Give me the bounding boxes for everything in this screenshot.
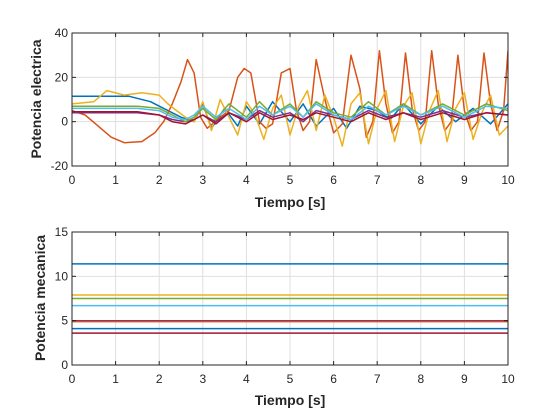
- series-line: [72, 89, 508, 147]
- electrical-power-plot: Potencia electrica Tiempo [s] 0 1 2 3 4 5 6 7 8 9…: [28, 26, 515, 210]
- y-tick-label: 0: [61, 115, 68, 129]
- y-tick-label: 40: [55, 26, 69, 40]
- x-axis-label: Tiempo [s]: [255, 392, 326, 408]
- y-tick-label: 20: [55, 70, 69, 84]
- x-tick-label: 0: [69, 372, 76, 386]
- mechanical-power-plot: Potencia mecanica Tiempo [s] 0 1 2 3 4 5 6 7 8 9 1…: [32, 225, 515, 408]
- x-tick-label: 9: [461, 173, 468, 187]
- y-tick-label: 0: [61, 358, 68, 372]
- x-tick-label: 10: [501, 372, 515, 386]
- y-tick-label: 5: [61, 314, 68, 328]
- x-tick-label: 5: [287, 173, 294, 187]
- x-tick-label: 0: [69, 173, 76, 187]
- x-tick-label: 3: [199, 173, 206, 187]
- y-tick-label: 10: [55, 269, 69, 283]
- series-group: [72, 263, 508, 334]
- x-tick-label: 4: [243, 173, 250, 187]
- y-axis-label: Potencia mecanica: [32, 235, 48, 361]
- x-tick-label: 1: [112, 372, 119, 386]
- x-tick-label: 7: [374, 173, 381, 187]
- x-tick-label: 10: [501, 173, 515, 187]
- series-group: [72, 49, 508, 147]
- x-tick-label: 9: [461, 372, 468, 386]
- y-tick-label: -20: [51, 159, 69, 173]
- x-tick-label: 6: [330, 372, 337, 386]
- series-line: [72, 49, 508, 144]
- x-tick-label: 5: [287, 372, 294, 386]
- x-tick-label: 2: [156, 372, 163, 386]
- x-tick-label: 1: [112, 173, 119, 187]
- x-tick-label: 6: [330, 173, 337, 187]
- series-line: [72, 103, 508, 121]
- x-tick-label: 3: [199, 372, 206, 386]
- y-tick-label: 15: [55, 225, 69, 239]
- y-axis-label: Potencia electrica: [28, 39, 44, 158]
- x-axis-label: Tiempo [s]: [255, 194, 326, 210]
- series-line: [72, 110, 508, 125]
- x-tick-label: 7: [374, 372, 381, 386]
- x-tick-label: 8: [417, 173, 424, 187]
- x-tick-label: 8: [417, 372, 424, 386]
- x-tick-label: 2: [156, 173, 163, 187]
- x-tick-label: 4: [243, 372, 250, 386]
